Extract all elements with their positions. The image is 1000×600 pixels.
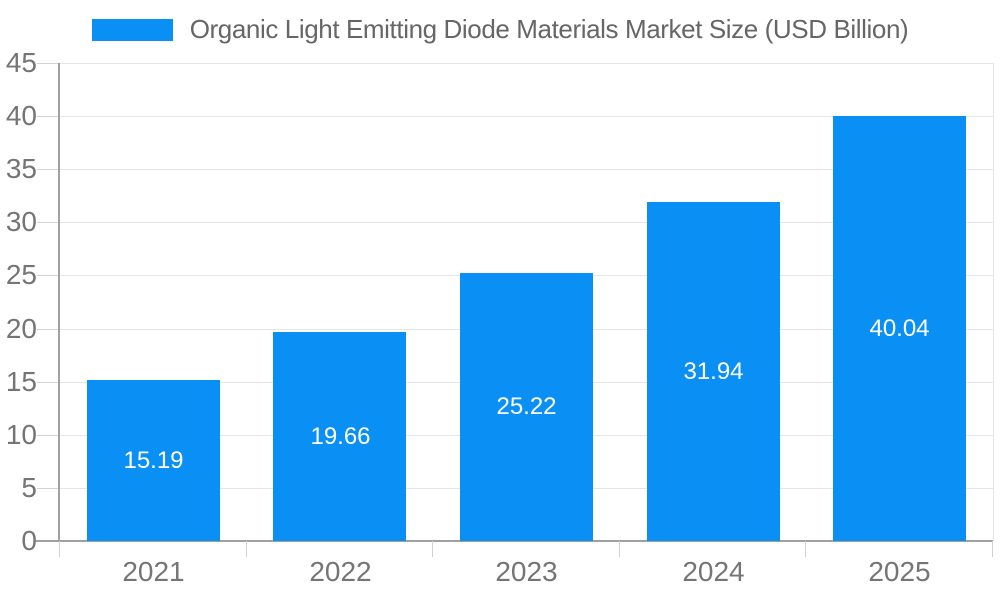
y-tick-label: 15 (5, 366, 37, 397)
y-tick-mark (37, 169, 60, 170)
y-tick-mark (37, 222, 60, 223)
chart-title: Organic Light Emitting Diode Materials M… (189, 14, 909, 44)
y-tick-label: 40 (5, 100, 37, 131)
grid-line (60, 63, 993, 64)
y-tick-label: 20 (5, 313, 37, 344)
bar-value-label: 31.94 (683, 357, 744, 385)
y-tick-mark (37, 488, 60, 489)
bar-value-label: 19.66 (310, 422, 371, 450)
y-tick-mark (37, 382, 60, 383)
y-tick-label: 10 (5, 419, 37, 450)
y-tick-mark (37, 116, 60, 117)
x-tick-label: 2023 (495, 556, 558, 587)
y-tick-label: 35 (5, 153, 37, 184)
plot-right-border (993, 63, 994, 541)
x-tick-mark (59, 541, 60, 557)
bar-value-label: 25.22 (496, 393, 557, 420)
y-tick-mark (37, 63, 60, 64)
x-tick-label: 2024 (682, 556, 745, 587)
y-tick-label: 30 (5, 206, 37, 237)
bar (273, 332, 406, 541)
y-tick-label: 0 (21, 525, 37, 556)
x-tick-mark (992, 541, 993, 557)
y-axis-line (58, 63, 60, 541)
x-axis-line (36, 540, 993, 542)
bar (460, 273, 593, 541)
x-tick-mark (246, 541, 247, 557)
y-tick-mark (37, 275, 60, 276)
legend-swatch (91, 18, 173, 41)
x-tick-label: 2022 (309, 556, 372, 587)
grid-line (60, 116, 993, 117)
chart-legend: Organic Light Emitting Diode Materials M… (0, 14, 1000, 45)
y-tick-label: 5 (21, 472, 37, 503)
grid-line (60, 169, 993, 170)
bar (647, 202, 780, 541)
x-tick-mark (432, 541, 433, 557)
x-tick-label: 2025 (868, 556, 931, 587)
y-tick-mark (37, 329, 60, 330)
bar (87, 380, 220, 541)
grid-line (60, 222, 993, 223)
y-tick-label: 25 (5, 259, 37, 290)
y-tick-label: 45 (5, 47, 37, 78)
bar (833, 116, 966, 541)
x-tick-mark (805, 541, 806, 557)
x-tick-label: 2021 (122, 556, 185, 587)
x-tick-mark (619, 541, 620, 557)
bar-value-label: 40.04 (869, 314, 930, 342)
y-tick-mark (37, 435, 60, 436)
bar-value-label: 15.19 (123, 446, 184, 474)
